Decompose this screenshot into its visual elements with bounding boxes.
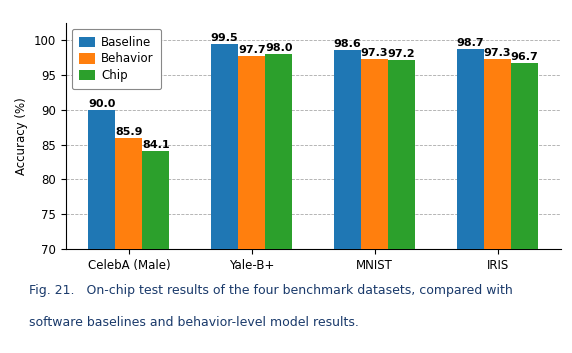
Bar <box>116 138 142 353</box>
Bar <box>88 110 116 353</box>
Text: 99.5: 99.5 <box>211 32 239 43</box>
Text: 85.9: 85.9 <box>115 127 142 137</box>
Bar <box>334 50 361 353</box>
Text: 97.3: 97.3 <box>484 48 511 58</box>
Text: 98.7: 98.7 <box>456 38 484 48</box>
Text: 84.1: 84.1 <box>142 139 170 150</box>
Y-axis label: Accuracy (%): Accuracy (%) <box>15 97 28 175</box>
Bar <box>265 54 292 353</box>
Text: 97.2: 97.2 <box>388 48 415 59</box>
Bar <box>361 59 388 353</box>
Text: Fig. 21.   On-chip test results of the four benchmark datasets, compared with: Fig. 21. On-chip test results of the fou… <box>29 284 513 297</box>
Bar <box>388 60 415 353</box>
Legend: Baseline, Behavior, Chip: Baseline, Behavior, Chip <box>72 29 161 89</box>
Bar <box>142 151 169 353</box>
Text: 96.7: 96.7 <box>511 52 538 62</box>
Text: 97.7: 97.7 <box>238 45 265 55</box>
Text: 98.0: 98.0 <box>265 43 292 53</box>
Bar <box>484 59 511 353</box>
Text: software baselines and behavior-level model results.: software baselines and behavior-level mo… <box>29 316 359 329</box>
Text: 98.6: 98.6 <box>333 39 362 49</box>
Bar <box>457 49 484 353</box>
Text: 97.3: 97.3 <box>361 48 388 58</box>
Text: 90.0: 90.0 <box>88 98 116 109</box>
Bar <box>211 44 238 353</box>
Bar <box>511 63 538 353</box>
Bar <box>238 56 265 353</box>
